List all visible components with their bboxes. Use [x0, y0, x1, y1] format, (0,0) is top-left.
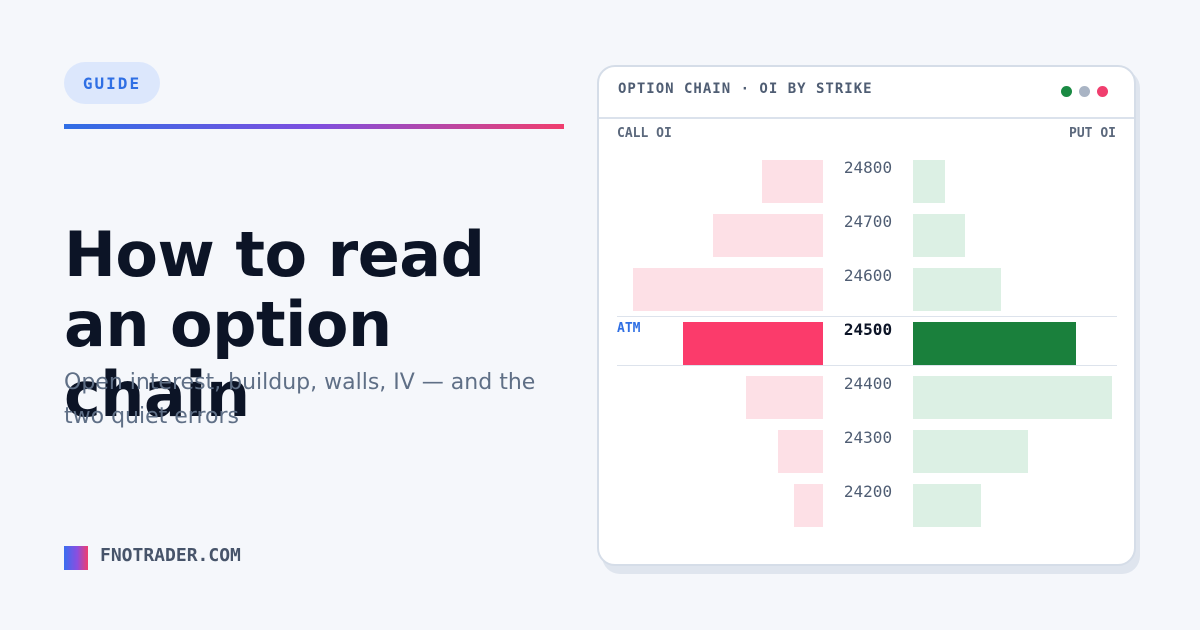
strike-label: 24800: [843, 158, 893, 177]
panel-title: OPTION CHAIN · OI BY STRIKE: [618, 81, 873, 97]
option-chain-panel: OPTION CHAIN · OI BY STRIKE CALL OI PUT …: [597, 65, 1136, 566]
atm-top-divider: [617, 316, 1117, 317]
call-oi-bar: [683, 322, 823, 365]
strike-label: 24500: [843, 320, 893, 339]
put-oi-bar: [913, 376, 1112, 419]
put-oi-bar: [913, 322, 1076, 365]
page-subtitle: Open interest, buildup, walls, IV — and …: [64, 370, 536, 429]
strike-label: 24300: [843, 428, 893, 447]
call-oi-bar: [746, 376, 823, 419]
strike-label: 24600: [843, 266, 893, 285]
call-oi-bar: [633, 268, 823, 311]
green-dot-icon: [1061, 86, 1072, 97]
page-title: How to read an option chain: [64, 218, 485, 431]
guide-badge: GUIDE: [64, 62, 160, 104]
strike-label: 24200: [843, 482, 893, 501]
strike-label: 24400: [843, 374, 893, 393]
put-oi-bar: [913, 214, 965, 257]
brand-logo-icon: [64, 546, 88, 570]
brand-name[interactable]: FNOTRADER.COM: [100, 545, 241, 566]
atm-bottom-divider: [617, 365, 1117, 366]
call-oi-bar: [762, 160, 823, 203]
strike-label: 24700: [843, 212, 893, 231]
atm-label: ATM: [617, 321, 641, 336]
call-oi-bar: [794, 484, 823, 527]
call-oi-bar: [778, 430, 823, 473]
put-oi-bar: [913, 430, 1028, 473]
gray-dot-icon: [1079, 86, 1090, 97]
call-oi-header: CALL OI: [617, 126, 672, 141]
put-oi-header: PUT OI: [1069, 126, 1116, 141]
put-oi-bar: [913, 484, 981, 527]
accent-divider: [64, 124, 564, 129]
panel-header-divider: [599, 117, 1134, 119]
call-oi-bar: [713, 214, 823, 257]
put-oi-bar: [913, 268, 1001, 311]
put-oi-bar: [913, 160, 945, 203]
red-dot-icon: [1097, 86, 1108, 97]
